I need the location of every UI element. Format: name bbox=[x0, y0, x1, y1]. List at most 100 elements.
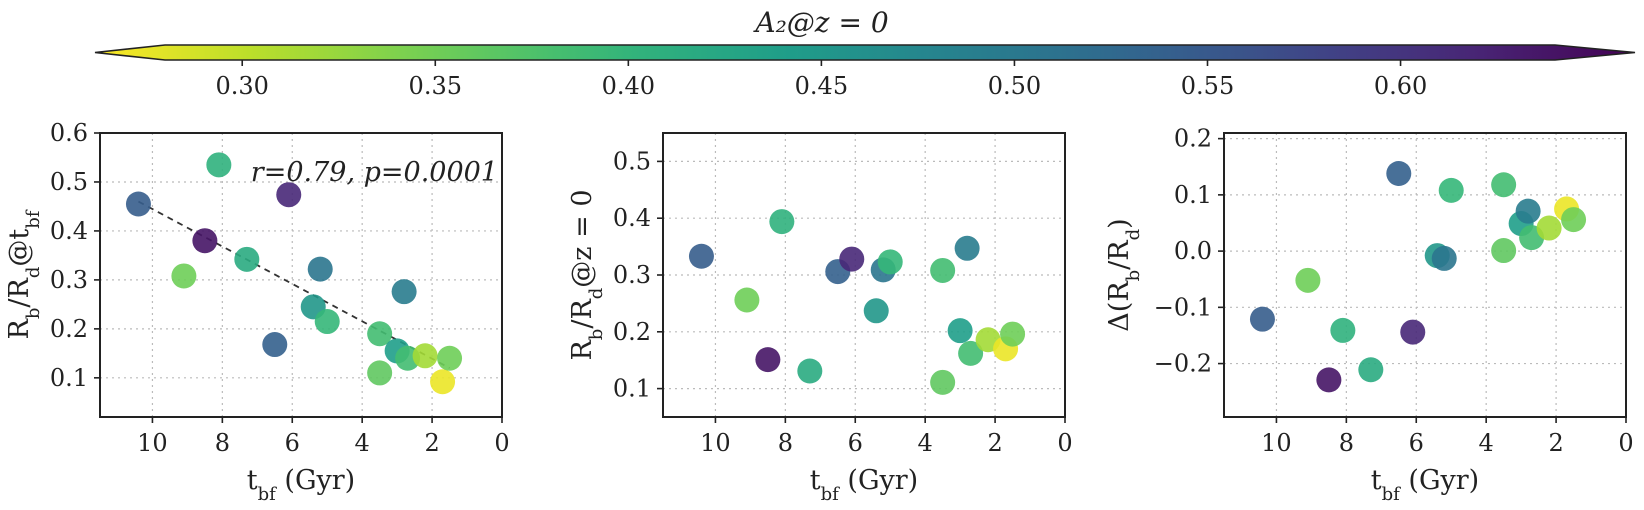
x-tick-label: 8 bbox=[215, 429, 230, 457]
data-point bbox=[1386, 160, 1412, 186]
y-tick-label: 0.2 bbox=[613, 318, 651, 346]
data-point bbox=[1431, 245, 1457, 271]
colorbar-tick-label: 0.35 bbox=[409, 72, 462, 100]
colorbar-tick-label: 0.60 bbox=[1374, 72, 1427, 100]
data-point bbox=[437, 345, 463, 371]
data-point bbox=[307, 256, 333, 282]
data-point bbox=[1358, 357, 1384, 383]
y-tick-label: 0.1 bbox=[50, 364, 88, 392]
data-point bbox=[877, 249, 903, 275]
data-point bbox=[1249, 306, 1275, 332]
y-tick-label: 0.4 bbox=[50, 217, 88, 245]
y-tick-label: 0.3 bbox=[613, 261, 651, 289]
x-tick-label: 2 bbox=[1548, 429, 1563, 457]
fit-line bbox=[138, 200, 450, 369]
y-tick-label: −0.1 bbox=[1154, 293, 1212, 321]
panel-left: 10 8 6 4 2 0 0.1 0.2 0.3 0.4 0.5 0.6 tbf (Gyr) Rb/Rd@… bbox=[4, 119, 510, 505]
data-point bbox=[206, 152, 232, 178]
y-tick-label: 0.1 bbox=[1174, 181, 1212, 209]
data-point bbox=[1330, 317, 1356, 343]
data-point bbox=[930, 369, 956, 395]
panel-right: 10 8 6 4 2 0 −0.2 −0.1 0.0 0.1 0.2 tbf (Gyr) Δ(Rb/Rd… bbox=[1104, 125, 1634, 505]
y-tick-label: 0.2 bbox=[1174, 125, 1212, 153]
data-point bbox=[839, 246, 865, 272]
colorbar: A₂@z = 0 0.30 0.35 0.40 0.45 0.50 0.55 0.60 bbox=[94, 6, 1636, 100]
data-point bbox=[1400, 319, 1426, 345]
panel-middle: 10 8 6 4 2 0 0.1 0.2 0.3 0.4 0.5 tbf (Gyr) Rb/Rd@z =… bbox=[567, 132, 1073, 505]
x-tick-label: 2 bbox=[424, 429, 439, 457]
x-tick-label: 4 bbox=[355, 429, 370, 457]
y-tick-label: 0.3 bbox=[50, 266, 88, 294]
y-axis-label: Rb/Rd@z = 0 bbox=[567, 189, 607, 360]
data-point bbox=[1438, 177, 1464, 203]
x-tick-label: 6 bbox=[848, 429, 863, 457]
y-tick-label: −0.2 bbox=[1154, 350, 1212, 378]
axes-frame bbox=[99, 132, 503, 418]
axes-frame bbox=[1223, 132, 1627, 418]
colorbar-bar bbox=[94, 44, 1636, 61]
y-axis-label: Δ(Rb/Rd) bbox=[1104, 218, 1144, 331]
x-tick-label: 10 bbox=[700, 429, 731, 457]
data-point bbox=[1536, 215, 1562, 241]
x-tick-label: 2 bbox=[987, 429, 1002, 457]
colorbar-tick-label: 0.50 bbox=[988, 72, 1041, 100]
data-point bbox=[1491, 172, 1517, 198]
x-tick-label: 10 bbox=[137, 429, 168, 457]
x-tick-label: 0 bbox=[1057, 429, 1072, 457]
colorbar-tick-label: 0.30 bbox=[216, 72, 269, 100]
data-point bbox=[276, 182, 302, 208]
y-tick-label: 0.2 bbox=[50, 315, 88, 343]
colorbar-ticks: 0.30 0.35 0.40 0.45 0.50 0.55 0.60 bbox=[216, 60, 1427, 100]
data-point bbox=[1316, 367, 1342, 393]
data-point bbox=[430, 369, 456, 395]
data-point bbox=[391, 279, 417, 305]
x-axis-label: tbf (Gyr) bbox=[247, 465, 355, 505]
data-point bbox=[769, 209, 795, 235]
data-point bbox=[367, 360, 393, 386]
x-tick-label: 4 bbox=[918, 429, 933, 457]
x-tick-label: 10 bbox=[1261, 429, 1292, 457]
colorbar-tick-label: 0.45 bbox=[795, 72, 848, 100]
colorbar-title: A₂@z = 0 bbox=[752, 6, 888, 39]
data-point bbox=[125, 191, 151, 217]
data-point bbox=[755, 347, 781, 373]
data-point bbox=[947, 318, 973, 344]
data-point bbox=[1491, 238, 1517, 264]
y-tick-label: 0.6 bbox=[50, 119, 88, 147]
data-point bbox=[1295, 267, 1321, 293]
colorbar-tick-label: 0.55 bbox=[1181, 72, 1234, 100]
x-axis-label: tbf (Gyr) bbox=[810, 465, 918, 505]
y-tick-label: 0.4 bbox=[613, 204, 651, 232]
data-point bbox=[262, 332, 288, 358]
x-tick-label: 8 bbox=[1339, 429, 1354, 457]
x-tick-label: 8 bbox=[778, 429, 793, 457]
y-tick-label: 0.0 bbox=[1174, 237, 1212, 265]
data-point bbox=[1000, 321, 1026, 347]
data-point bbox=[171, 263, 197, 289]
x-tick-label: 6 bbox=[285, 429, 300, 457]
y-tick-label: 0.5 bbox=[613, 147, 651, 175]
y-tick-label: 0.5 bbox=[50, 168, 88, 196]
x-tick-label: 0 bbox=[1618, 429, 1633, 457]
data-point bbox=[954, 235, 980, 261]
data-point bbox=[797, 358, 823, 384]
x-tick-label: 0 bbox=[494, 429, 509, 457]
correlation-annotation: r=0.79, p=0.0001 bbox=[251, 157, 498, 188]
data-point bbox=[958, 340, 984, 366]
x-tick-label: 6 bbox=[1409, 429, 1424, 457]
y-tick-label: 0.1 bbox=[613, 375, 651, 403]
data-point bbox=[1515, 198, 1541, 224]
data-point bbox=[314, 309, 340, 335]
data-point bbox=[192, 228, 218, 254]
data-point bbox=[688, 243, 714, 269]
data-point bbox=[367, 321, 393, 347]
data-point bbox=[930, 257, 956, 283]
data-point bbox=[234, 246, 260, 272]
data-point bbox=[1561, 207, 1587, 233]
x-axis-label: tbf (Gyr) bbox=[1371, 465, 1479, 505]
data-point bbox=[734, 287, 760, 313]
data-point bbox=[863, 298, 889, 324]
y-axis-label: Rb/Rd@tbf bbox=[4, 209, 44, 339]
data-point bbox=[412, 343, 438, 369]
